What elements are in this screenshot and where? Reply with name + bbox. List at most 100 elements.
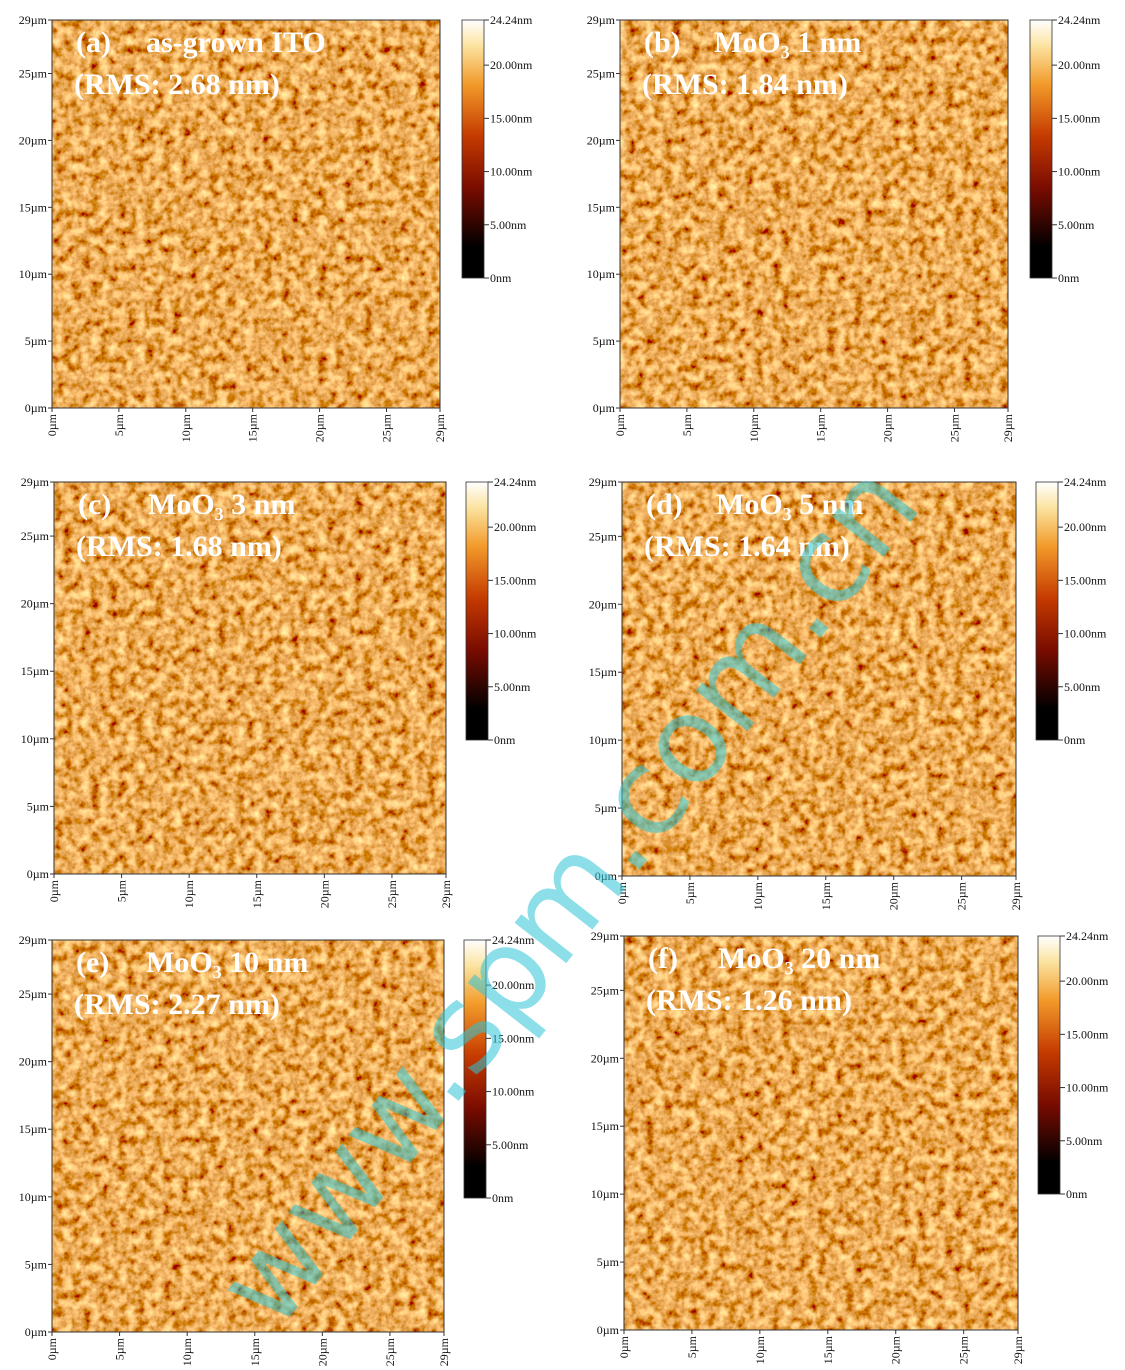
y-tick-label: 5µm [25, 334, 48, 348]
x-tick-label: 0µm [613, 413, 627, 436]
y-tick-label: 5µm [25, 1257, 48, 1271]
colorbar-tick-label: 20.00nm [1058, 58, 1101, 72]
afm-image [624, 936, 1018, 1330]
x-tick-label: 29µm [439, 879, 453, 908]
afm-image [620, 20, 1008, 408]
panel-title: MoO₃ 10 nm [146, 946, 308, 979]
y-tick-label: 15µm [587, 200, 616, 214]
y-tick-label: 5µm [593, 334, 616, 348]
panel-title: MoO₃ 3 nm [148, 488, 295, 521]
x-tick-label: 10µm [180, 1337, 194, 1366]
x-tick-label: 29µm [1009, 881, 1023, 910]
afm-image [54, 482, 446, 874]
x-tick-label: 15µm [819, 881, 833, 910]
x-tick-label: 29µm [1011, 1335, 1025, 1364]
colorbar-tick-label: 10.00nm [492, 1085, 535, 1099]
x-tick-label: 0µm [45, 413, 59, 436]
colorbar [1029, 19, 1053, 279]
y-tick-label: 0µm [593, 401, 616, 415]
panel-label: (f) [648, 942, 678, 975]
x-tick-label: 10µm [179, 413, 193, 442]
x-tick-label: 15µm [248, 1337, 262, 1366]
panel-rms: (RMS: 1.26 nm) [646, 984, 852, 1017]
y-tick-label: 5µm [595, 801, 618, 815]
colorbar-tick-label: 15.00nm [490, 111, 533, 125]
x-tick-label: 29µm [437, 1337, 451, 1366]
y-tick-label: 25µm [21, 529, 50, 543]
colorbar-tick-label: 20.00nm [1066, 974, 1109, 988]
y-tick-label: 29µm [591, 929, 620, 943]
panel-title: MoO₃ 20 nm [718, 942, 880, 975]
y-tick-label: 29µm [21, 475, 50, 489]
colorbar-tick-label: 20.00nm [494, 520, 537, 534]
y-tick-label: 20µm [19, 133, 48, 147]
x-tick-label: 15µm [250, 879, 264, 908]
colorbar-tick-label: 20.00nm [492, 978, 535, 992]
panel-rms: (RMS: 1.64 nm) [644, 530, 850, 563]
colorbar-tick-label: 15.00nm [494, 573, 537, 587]
colorbar-tick-label: 0nm [490, 271, 512, 285]
x-tick-label: 5µm [685, 1335, 699, 1358]
x-tick-label: 5µm [683, 881, 697, 904]
panel-rms: (RMS: 1.84 nm) [642, 68, 848, 101]
y-tick-label: 20µm [589, 597, 618, 611]
colorbar-tick-label: 5.00nm [490, 218, 527, 232]
y-tick-label: 25µm [19, 987, 48, 1001]
panel-rms: (RMS: 2.68 nm) [74, 68, 280, 101]
x-tick-label: 0µm [47, 879, 61, 902]
colorbar-tick-label: 10.00nm [1066, 1081, 1109, 1095]
colorbar-tick-label: 24.24nm [492, 933, 535, 947]
y-tick-label: 0µm [27, 867, 50, 881]
colorbar-tick-label: 24.24nm [1064, 475, 1107, 489]
colorbar-tick-label: 0nm [1058, 271, 1080, 285]
y-tick-label: 29µm [19, 933, 48, 947]
y-tick-label: 20µm [587, 133, 616, 147]
panel-rms: (RMS: 1.68 nm) [76, 530, 282, 563]
x-tick-label: 20µm [889, 1335, 903, 1364]
x-tick-label: 25µm [385, 879, 399, 908]
image-frame [53, 481, 447, 875]
x-tick-label: 15µm [821, 1335, 835, 1364]
y-tick-label: 0µm [25, 401, 48, 415]
colorbar [1035, 481, 1059, 741]
panel-title: MoO₃ 5 nm [716, 488, 863, 521]
x-tick-label: 5µm [115, 879, 129, 902]
y-tick-label: 29µm [19, 13, 48, 27]
y-tick-label: 25µm [591, 983, 620, 997]
colorbar-tick-label: 10.00nm [490, 165, 533, 179]
colorbar-tick-label: 15.00nm [1066, 1027, 1109, 1041]
colorbar-tick-label: 15.00nm [1058, 111, 1101, 125]
colorbar-tick-label: 20.00nm [490, 58, 533, 72]
x-tick-label: 25µm [947, 413, 961, 442]
y-tick-label: 10µm [591, 1187, 620, 1201]
colorbar-tick-label: 10.00nm [1058, 165, 1101, 179]
y-tick-label: 10µm [589, 733, 618, 747]
panel-label: (c) [78, 488, 111, 521]
colorbar-tick-label: 5.00nm [1064, 680, 1101, 694]
x-tick-label: 20µm [881, 413, 895, 442]
panel-label: (b) [644, 26, 681, 59]
x-tick-label: 0µm [45, 1337, 59, 1360]
colorbar-tick-label: 24.24nm [1066, 929, 1109, 943]
x-tick-label: 20µm [887, 881, 901, 910]
colorbar [465, 481, 489, 741]
y-tick-label: 0µm [595, 869, 618, 883]
y-tick-label: 15µm [591, 1119, 620, 1133]
y-tick-label: 25µm [19, 67, 48, 81]
colorbar-tick-label: 5.00nm [494, 680, 531, 694]
y-tick-label: 5µm [597, 1255, 620, 1269]
colorbar-tick-label: 0nm [494, 733, 516, 747]
x-tick-label: 29µm [433, 413, 447, 442]
panel-label: (a) [76, 26, 111, 59]
panel-title: MoO₃ 1 nm [714, 26, 861, 59]
panel-rms: (RMS: 2.27 nm) [74, 988, 280, 1021]
colorbar-tick-label: 15.00nm [1064, 573, 1107, 587]
y-tick-label: 15µm [589, 665, 618, 679]
colorbar-tick-label: 5.00nm [492, 1138, 529, 1152]
